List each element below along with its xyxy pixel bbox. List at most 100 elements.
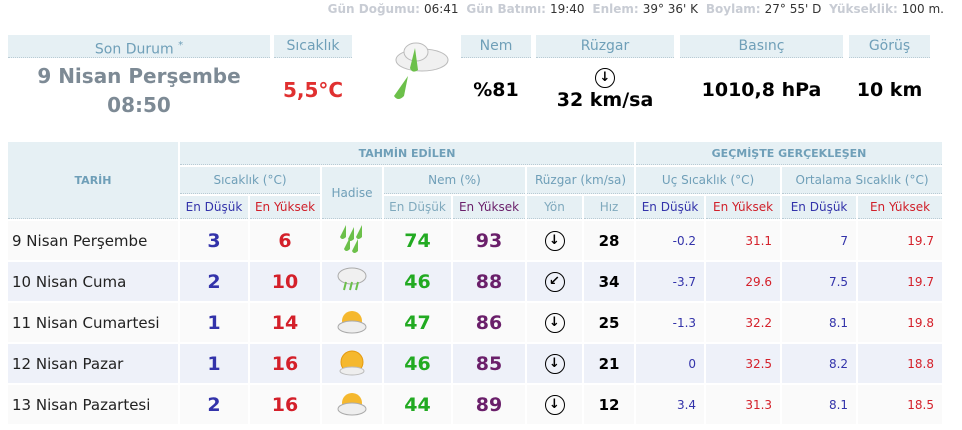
sunrise: 06:41 bbox=[423, 2, 459, 16]
wind-speed: 25 bbox=[584, 303, 635, 342]
avg-min: 8.2 bbox=[782, 344, 857, 383]
high-header: En Yüksek bbox=[453, 196, 525, 219]
high-header: En Yüksek bbox=[858, 196, 942, 219]
wind-speed: 34 bbox=[584, 262, 635, 301]
low-header: En Düşük bbox=[384, 196, 451, 219]
sunset-label: Gün Batımı: bbox=[466, 2, 546, 16]
wind-speed: 28 bbox=[584, 221, 635, 260]
wind-speed: 21 bbox=[584, 344, 635, 383]
hum-max: 89 bbox=[453, 385, 525, 424]
avg-max: 18.8 bbox=[858, 344, 942, 383]
temp-max: 16 bbox=[250, 344, 320, 383]
wind-direction-icon: ↓ bbox=[544, 353, 565, 374]
avg-min: 7 bbox=[782, 221, 857, 260]
ext-min: -1.3 bbox=[636, 303, 705, 342]
cloud-rain-icon bbox=[337, 267, 367, 291]
avg-min: 7.5 bbox=[782, 262, 857, 301]
avg-max: 19.8 bbox=[858, 303, 942, 342]
current-humidity: %81 bbox=[473, 79, 519, 101]
partly-cloudy-icon bbox=[337, 393, 367, 416]
ext-max: 31.1 bbox=[706, 221, 781, 260]
date: 13 Nisan Pazartesi bbox=[8, 385, 178, 424]
avg-max: 19.7 bbox=[858, 221, 942, 260]
wind-direction-icon: ↓ bbox=[595, 68, 615, 88]
lon: 27° 55' D bbox=[764, 2, 822, 16]
current-temp: 5,5°C bbox=[282, 78, 344, 102]
avg-max: 19.7 bbox=[858, 262, 942, 301]
table-row: 10 Nisan Cuma 2 10 46 88 ↙ 34 -3.7 29.6 … bbox=[8, 262, 942, 301]
sunset: 19:40 bbox=[549, 2, 585, 16]
ext-max: 31.3 bbox=[706, 385, 781, 424]
sunrise-label: Gün Doğumu: bbox=[327, 2, 420, 16]
ext-max: 29.6 bbox=[706, 262, 781, 301]
date: 9 Nisan Perşembe bbox=[8, 221, 178, 260]
hum-min: 46 bbox=[384, 344, 451, 383]
ext-max: 32.2 bbox=[706, 303, 781, 342]
table-row: 11 Nisan Cumartesi 1 14 47 86 ↓ 25 -1.3 … bbox=[8, 303, 942, 342]
dir-header: Yön bbox=[527, 196, 582, 219]
avg-min: 8.1 bbox=[782, 385, 857, 424]
table-row: 13 Nisan Pazartesi 2 16 44 89 ↓ 12 3.4 3… bbox=[8, 385, 942, 424]
avg-min: 8.1 bbox=[782, 303, 857, 342]
ext-min: 0 bbox=[636, 344, 705, 383]
lat-label: Enlem: bbox=[592, 2, 639, 16]
wind-direction-icon: ↙ bbox=[544, 271, 565, 292]
high-header: En Yüksek bbox=[706, 196, 781, 219]
event-header: Hadise bbox=[322, 167, 382, 219]
current-visibility: 10 km bbox=[856, 79, 923, 101]
high-header: En Yüksek bbox=[250, 196, 320, 219]
hum-min: 44 bbox=[384, 385, 451, 424]
temp-min: 2 bbox=[180, 385, 248, 424]
low-header: En Düşük bbox=[782, 196, 857, 219]
hum-max: 85 bbox=[453, 344, 525, 383]
current-date: 9 Nisan Perşembe bbox=[37, 64, 241, 88]
ext-header: Uç Sıcaklık (°C) bbox=[636, 167, 781, 194]
hum-max: 93 bbox=[453, 221, 525, 260]
temp-col-header: Sıcaklık (°C) bbox=[180, 167, 320, 194]
hum-min: 74 bbox=[384, 221, 451, 260]
hum-min: 46 bbox=[384, 262, 451, 301]
avg-header: Ortalama Sıcaklık (°C) bbox=[782, 167, 942, 194]
hum-min: 47 bbox=[384, 303, 451, 342]
wind-speed: 12 bbox=[584, 385, 635, 424]
low-header: En Düşük bbox=[180, 196, 248, 219]
sunny-icon bbox=[339, 350, 365, 376]
status-label: Son Durum bbox=[94, 41, 174, 58]
ext-min: -0.2 bbox=[636, 221, 705, 260]
date: 11 Nisan Cumartesi bbox=[8, 303, 178, 342]
partly-cloudy-icon bbox=[337, 311, 367, 334]
avg-max: 18.5 bbox=[858, 385, 942, 424]
hum-col-header: Nem (%) bbox=[384, 167, 525, 194]
wind-direction-icon: ↓ bbox=[544, 394, 565, 415]
temp-min: 2 bbox=[180, 262, 248, 301]
location-info: Gün Doğumu: 06:41 Gün Batımı: 19:40 Enlem:… bbox=[324, 2, 944, 16]
lon-label: Boylam: bbox=[705, 2, 761, 16]
hum-max: 86 bbox=[453, 303, 525, 342]
table-row: 9 Nisan Perşembe 3 6 74 93 ↓ 28 -0.2 31.… bbox=[8, 221, 942, 260]
ext-min: -3.7 bbox=[636, 262, 705, 301]
wind-direction-icon: ↓ bbox=[544, 312, 565, 333]
speed-header: Hız bbox=[584, 196, 635, 219]
ext-max: 32.5 bbox=[706, 344, 781, 383]
past-header: GEÇMİŞTE GERÇEKLEŞEN bbox=[636, 142, 942, 165]
temp-min: 1 bbox=[180, 344, 248, 383]
temp-min: 3 bbox=[180, 221, 248, 260]
table-row: 12 Nisan Pazar 1 16 46 85 ↓ 21 0 32.5 8.… bbox=[8, 344, 942, 383]
wind-direction-icon: ↓ bbox=[544, 230, 565, 251]
temp-min: 1 bbox=[180, 303, 248, 342]
temp-max: 6 bbox=[250, 221, 320, 260]
alt: 100 m. bbox=[901, 2, 944, 16]
lat: 39° 36' K bbox=[642, 2, 699, 16]
date: 10 Nisan Cuma bbox=[8, 262, 178, 301]
low-header: En Düşük bbox=[636, 196, 705, 219]
alt-label: Yükseklik: bbox=[829, 2, 898, 16]
rain-cloud-icon bbox=[394, 42, 449, 99]
forecast-table: TARİH TAHMİN EDİLEN GEÇMİŞTE GERÇEKLEŞEN… bbox=[6, 140, 944, 426]
wind-col-header: Rüzgar (km/sa) bbox=[527, 167, 635, 194]
humidity-header: Nem bbox=[461, 35, 531, 58]
status-header: Son Durum * bbox=[8, 35, 270, 58]
forecast-header: TAHMİN EDİLEN bbox=[180, 142, 635, 165]
temp-header: Sıcaklık bbox=[274, 35, 352, 58]
temp-max: 10 bbox=[250, 262, 320, 301]
heavy-rain-icon bbox=[340, 225, 362, 253]
